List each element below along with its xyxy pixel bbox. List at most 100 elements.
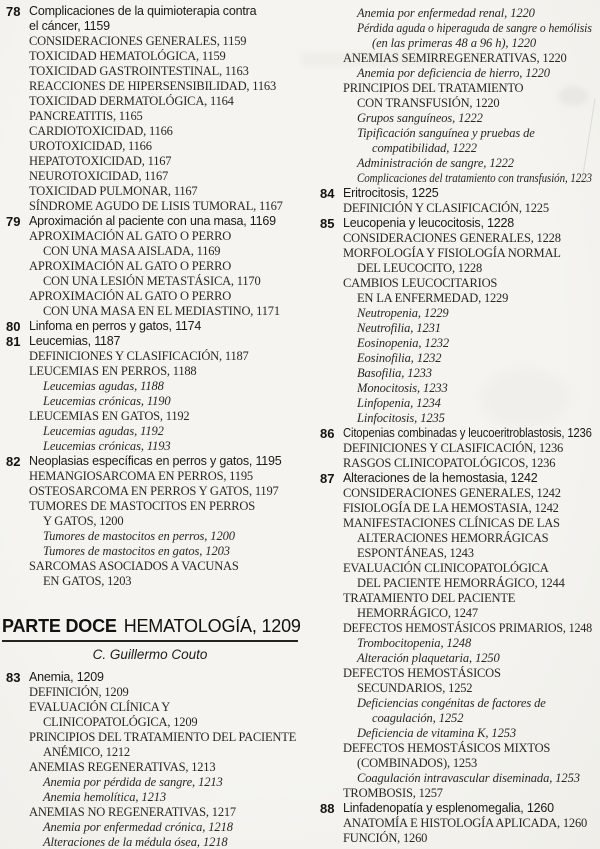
toc-line: REACCIONES DE HIPERSENSIBILIDAD, 1163 — [29, 79, 277, 93]
subsection-entry: Anemia por enfermedad renal, 1220 — [343, 6, 592, 21]
toc-line: Deficiencia de vitamina K, 1253 — [357, 726, 517, 740]
subsection-entry: Anemia por deficiencia de hierro, 1220 — [343, 66, 592, 81]
toc-line: CON UNA MASA EN EL MEDIASTINO, 1171 — [43, 304, 280, 318]
toc-line: UROTOXICIDAD, 1166 — [29, 139, 152, 153]
toc-line: TOXICIDAD HEMATOLÓGICA, 1159 — [29, 49, 226, 63]
toc-line: DEFINICIONES Y CLASIFICACIÓN, 1187 — [29, 349, 249, 363]
toc-line: LEUCEMIAS EN GATOS, 1192 — [29, 409, 190, 423]
toc-line: HEMANGIOSARCOMA EN PERROS, 1195 — [29, 469, 253, 483]
subsection-entry: Linfocitosis, 1235 — [343, 411, 592, 426]
toc-line: Anemia, 1209 — [29, 670, 104, 684]
part-heading: PARTE DOCE HEMATOLOGÍA, 1209 — [2, 614, 301, 638]
section-entry: FUNCIÓN, 1260 — [343, 831, 592, 846]
section-entry: CAMBIOS LEUCOCITARIOS EN LA ENFERMEDAD, 1… — [343, 276, 592, 306]
toc-line: PANCREATITIS, 1165 — [29, 109, 143, 123]
toc-line: ANEMIAS NO REGENERATIVAS, 1217 — [29, 805, 236, 819]
toc-line: ANATOMÍA E HISTOLOGÍA APLICADA, 1260 — [343, 816, 588, 830]
part-heading-block: PARTE DOCE HEMATOLOGÍA, 1209 C. Guillermo… — [2, 614, 301, 663]
toc-line: APROXIMACIÓN AL GATO O PERRO — [29, 289, 232, 303]
toc-line: Leucemias agudas, 1188 — [43, 379, 164, 393]
toc-line: Alteración plaquetaria, 1250 — [357, 651, 500, 665]
chapter-number: 87 — [320, 471, 335, 486]
subsection-entry: Leucemias crónicas, 1193 — [29, 439, 297, 454]
toc-line: Administración de sangre, 1222 — [357, 156, 514, 170]
subsection-entry: Deficiencia de vitamina K, 1253 — [343, 726, 592, 741]
toc-line: Complicaciones del tratamiento con trans… — [357, 171, 592, 185]
toc-line: SÍNDROME AGUDO DE LISIS TUMORAL, 1167 — [29, 199, 283, 213]
section-entry: EVALUACIÓN CLINICOPATOLÓGICA DEL PACIENTE… — [343, 561, 592, 591]
toc-line: TOXICIDAD GASTROINTESTINAL, 1163 — [29, 64, 249, 78]
toc-line: CON TRANSFUSIÓN, 1220 — [357, 96, 500, 110]
part-title: HEMATOLOGÍA, 1209 — [123, 616, 301, 636]
toc-line: Monocitosis, 1233 — [357, 381, 448, 395]
toc-line: el cáncer, 1159 — [29, 19, 110, 33]
subsection-entry: Alteración plaquetaria, 1250 — [343, 651, 592, 666]
section-entry: MANIFESTACIONES CLÍNICAS DE LAS ALTERACIO… — [343, 516, 592, 561]
toc-line: Neoplasias específicas en perros y gatos… — [29, 454, 282, 468]
chapter-entry: 88 Linfadenopatía y esplenomegalia, 1260 — [320, 801, 592, 816]
toc-line: Tipificación sanguínea y pruebas de — [357, 126, 535, 140]
toc-line: Eosinofilia, 1232 — [357, 351, 442, 365]
subsection-entry: Monocitosis, 1233 — [343, 381, 592, 396]
section-entry: DEFINICIÓN Y CLASIFICACIÓN, 1225 — [343, 201, 592, 216]
toc-line: DEL PACIENTE HEMORRÁGICO, 1244 — [357, 576, 565, 590]
part-label: PARTE DOCE — [2, 616, 117, 636]
toc-line: Neutropenia, 1229 — [357, 306, 449, 320]
section-entry: FISIOLOGÍA DE LA HEMOSTASIA, 1242 — [343, 501, 592, 516]
toc-line: Eritrocitosis, 1225 — [343, 186, 439, 200]
toc-line: DEFECTOS HEMOSTÁSICOS — [343, 666, 501, 680]
toc-line: DEFINICIONES Y CLASIFICACIÓN, 1236 — [343, 441, 564, 455]
toc-line: Linfopenia, 1234 — [357, 396, 441, 410]
toc-line: Alteraciones de la médula ósea, 1218 — [43, 835, 228, 849]
toc-line: Linfadenopatía y esplenomegalia, 1260 — [343, 801, 554, 815]
chapter-number: 83 — [6, 670, 21, 685]
toc-line: TOXICIDAD PULMONAR, 1167 — [29, 184, 198, 198]
toc-line: Tumores de mastocitos en perros, 1200 — [43, 529, 235, 543]
toc-line: CLINICOPATOLÓGICA, 1209 — [43, 715, 198, 729]
toc-line: OSTEOSARCOMA EN PERROS Y GATOS, 1197 — [29, 484, 279, 498]
section-entry: HEMANGIOSARCOMA EN PERROS, 1195 — [29, 469, 297, 484]
toc-line: DEL LEUCOCITO, 1228 — [357, 261, 483, 275]
section-entry: LEUCEMIAS EN GATOS, 1192 — [29, 409, 297, 424]
section-entry: CONSIDERACIONES GENERALES, 1242 — [343, 486, 592, 501]
subsection-entry: Complicaciones del tratamiento con trans… — [343, 171, 592, 186]
toc-line: Alteraciones de la hemostasia, 1242 — [343, 471, 538, 485]
chapter-entry: 78 Complicaciones de la quimioterapia con… — [6, 4, 297, 34]
toc-line: HEPATOTOXICIDAD, 1167 — [29, 154, 172, 168]
chapter-number: 81 — [6, 334, 21, 349]
section-entry: UROTOXICIDAD, 1166 — [29, 139, 297, 154]
subsection-entry: Alteraciones de la médula ósea, 1218 — [29, 835, 297, 849]
toc-line: CONSIDERACIONES GENERALES, 1159 — [29, 34, 247, 48]
section-entry: DEFECTOS HEMOSTÁSICOS PRIMARIOS, 1248 — [343, 621, 592, 636]
toc-line: HEMORRÁGICO, 1247 — [357, 606, 478, 620]
toc-line: Linfocitosis, 1235 — [357, 411, 445, 425]
toc-line: NEUROTOXICIDAD, 1167 — [29, 169, 169, 183]
part-rule-divider — [2, 640, 298, 642]
section-entry: DEFINICIÓN, 1209 — [29, 685, 297, 700]
toc-line: (COMBINADOS), 1253 — [357, 756, 478, 770]
toc-line: (en las primeras 48 a 96 h), 1220 — [372, 36, 537, 50]
subsection-entry: Trombocitopenia, 1248 — [343, 636, 592, 651]
toc-line: Anemia por enfermedad crónica, 1218 — [43, 820, 233, 834]
subsection-entry: Leucemias agudas, 1192 — [29, 424, 297, 439]
toc-line: PRINCIPIOS DEL TRATAMIENTO DEL PACIENTE — [29, 730, 297, 744]
section-entry: LEUCEMIAS EN PERROS, 1188 — [29, 364, 297, 379]
section-entry: APROXIMACIÓN AL GATO O PERRO CON UNA MASA… — [29, 229, 297, 259]
toc-line: Coagulación intravascular diseminada, 12… — [357, 771, 580, 785]
chapter-entry: 87 Alteraciones de la hemostasia, 1242 — [320, 471, 592, 486]
scan-artifact-smudge — [300, 52, 450, 66]
toc-line: EVALUACIÓN CLÍNICA Y — [29, 700, 171, 714]
chapter-number: 79 — [6, 214, 21, 229]
toc-line: SARCOMAS ASOCIADOS A VACUNAS — [29, 559, 239, 573]
subsection-entry: Anemia hemolítica, 1213 — [29, 790, 297, 805]
chapter-entry: 84 Eritrocitosis, 1225 — [320, 186, 592, 201]
toc-line: Tumores de mastocitos en gatos, 1203 — [43, 544, 230, 558]
toc-line: MORFOLOGÍA Y FISIOLOGÍA NORMAL — [343, 246, 561, 260]
toc-line: Anemia por deficiencia de hierro, 1220 — [357, 66, 550, 80]
section-entry: SARCOMAS ASOCIADOS A VACUNAS EN GATOS, 12… — [29, 559, 297, 589]
section-entry: CONSIDERACIONES GENERALES, 1159 — [29, 34, 297, 49]
subsection-entry: Anemia por pérdida de sangre, 1213 — [29, 775, 297, 790]
toc-line: CON UNA MASA AISLADA, 1169 — [43, 244, 221, 258]
chapter-number: 80 — [6, 319, 21, 334]
section-entry: CONSIDERACIONES GENERALES, 1228 — [343, 231, 592, 246]
